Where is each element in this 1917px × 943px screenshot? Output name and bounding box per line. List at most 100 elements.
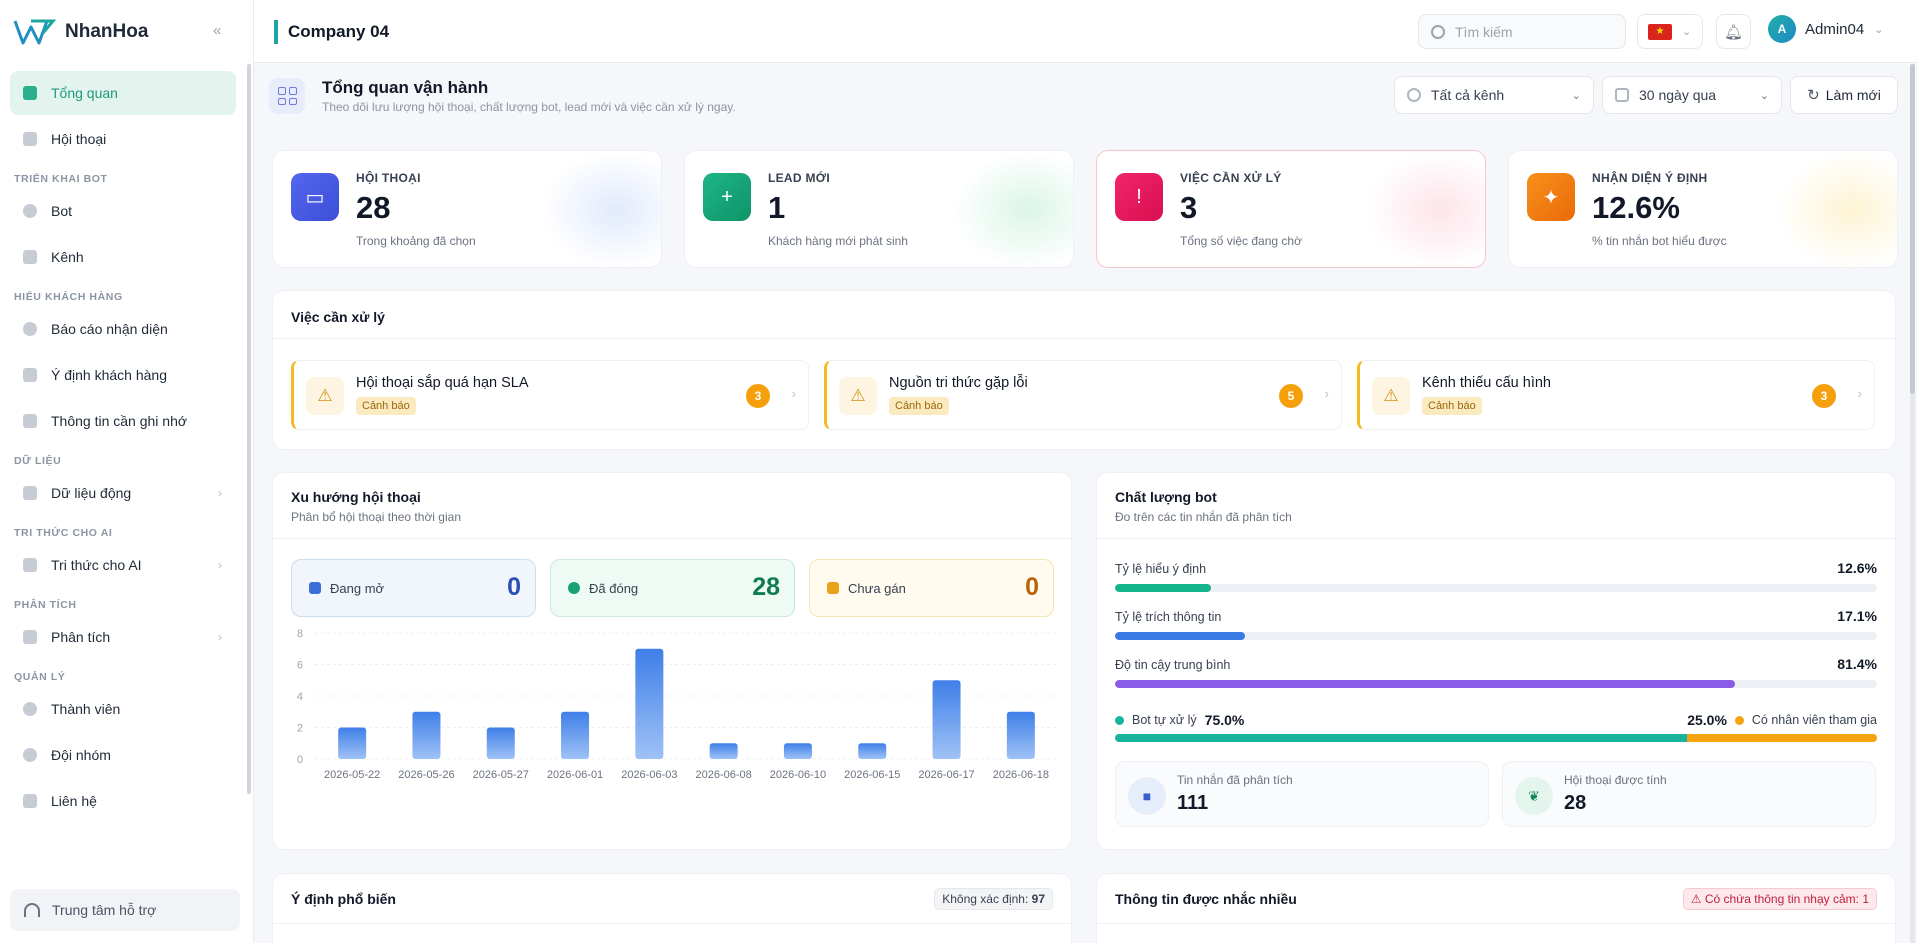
support-center-button[interactable]: Trung tâm hỗ trợ bbox=[10, 889, 240, 931]
sidebar-item-teams[interactable]: Đội nhóm bbox=[10, 733, 236, 777]
stat-closed[interactable]: Đã đóng 28 bbox=[550, 559, 795, 617]
vn-flag-icon: ★ bbox=[1648, 23, 1672, 40]
chart-bar[interactable] bbox=[783, 743, 812, 759]
user-name: Admin04 bbox=[1805, 20, 1865, 38]
x-tick-label: 2026-06-03 bbox=[621, 769, 677, 781]
sidebar-item-label: Ý định khách hàng bbox=[51, 367, 167, 383]
double-chevron-left-icon[interactable]: « bbox=[213, 22, 222, 39]
task-name: Hội thoại sắp quá hạn SLA bbox=[356, 375, 529, 391]
kpi-value: 12.6% bbox=[1592, 190, 1680, 225]
channel-filter-select[interactable]: Tất cả kênh ⌄ bbox=[1394, 76, 1594, 114]
metric-label: Tỷ lệ trích thông tin bbox=[1115, 610, 1222, 624]
sidebar-item-bot[interactable]: Bot bbox=[10, 189, 236, 233]
status-badge: Cảnh báo bbox=[1422, 397, 1482, 415]
sidebar-item-channel[interactable]: Kênh bbox=[10, 235, 236, 279]
progress-fill bbox=[1115, 584, 1211, 592]
sidebar-item-members[interactable]: Thành viên bbox=[10, 687, 236, 731]
bell-icon: 🔔︎ bbox=[1723, 23, 1744, 41]
sidebar-section-title: TRIỂN KHAI BOT bbox=[14, 173, 108, 185]
kpi-value: 3 bbox=[1180, 190, 1198, 225]
x-tick-label: 2026-06-01 bbox=[547, 769, 603, 781]
stat-value: 0 bbox=[1025, 573, 1039, 601]
sidebar: NhanHoa « Tổng quan Hội thoại TRIỂN KHAI… bbox=[0, 0, 254, 943]
conversation-trend-panel: Xu hướng hội thoại Phân bổ hội thoại the… bbox=[272, 472, 1072, 850]
y-tick-label: 6 bbox=[297, 660, 303, 672]
chevron-down-icon: ⌄ bbox=[1874, 23, 1884, 36]
progress-fill bbox=[1115, 632, 1246, 640]
chart-bar[interactable] bbox=[1006, 711, 1035, 759]
dashboard-icon bbox=[23, 86, 37, 100]
stat-open[interactable]: Đang mở 0 bbox=[291, 559, 536, 617]
page-header: Tổng quan vận hành Theo dõi lưu lượng hộ… bbox=[254, 64, 1917, 128]
message-square-icon: ■ bbox=[1128, 777, 1166, 815]
chart-bar[interactable] bbox=[932, 680, 961, 759]
warning-icon: ⚠ bbox=[306, 377, 344, 415]
counted-conversations-card: ❦ Hội thoại được tính 28 bbox=[1502, 761, 1876, 827]
notification-button[interactable]: 🔔︎ bbox=[1716, 14, 1751, 49]
chevron-right-icon: › bbox=[791, 386, 796, 401]
chevron-right-icon: › bbox=[218, 486, 222, 500]
chat-icon: ▭ bbox=[291, 173, 339, 221]
target-icon bbox=[23, 322, 37, 336]
search-placeholder: Tìm kiếm bbox=[1455, 23, 1513, 40]
chart-bar[interactable] bbox=[561, 711, 590, 759]
task-count: 3 bbox=[1812, 384, 1836, 408]
chevron-right-icon: › bbox=[218, 630, 222, 644]
stat-value: 0 bbox=[507, 573, 521, 601]
stat-unassigned[interactable]: Chưa gán 0 bbox=[809, 559, 1054, 617]
chart-bar[interactable] bbox=[338, 727, 367, 760]
y-tick-label: 8 bbox=[297, 628, 303, 640]
chip-value: 97 bbox=[1031, 892, 1045, 906]
sidebar-item-conversations[interactable]: Hội thoại bbox=[10, 117, 236, 161]
sidebar-item-analytics[interactable]: Phân tích › bbox=[10, 615, 236, 659]
search-input[interactable]: Tìm kiếm bbox=[1418, 14, 1626, 49]
company-name[interactable]: Company 04 bbox=[274, 20, 389, 44]
sidebar-item-label: Tri thức cho AI bbox=[51, 557, 142, 573]
sidebar-item-overview[interactable]: Tổng quan bbox=[10, 71, 236, 115]
bot-quality-panel: Chất lượng bot Đo trên các tin nhắn đã p… bbox=[1096, 472, 1896, 850]
legend-dot bbox=[1115, 715, 1124, 725]
sidebar-item-customer-intent[interactable]: Ý định khách hàng bbox=[10, 353, 236, 397]
page-scrollbar[interactable] bbox=[1910, 64, 1915, 943]
sidebar-item-dynamic-data[interactable]: Dữ liệu động › bbox=[10, 471, 236, 515]
chart-bar[interactable] bbox=[635, 648, 664, 759]
sidebar-item-recognition-report[interactable]: Báo cáo nhận diện bbox=[10, 307, 236, 351]
sidebar-item-memory-info[interactable]: Thông tin cần ghi nhớ bbox=[10, 399, 236, 443]
task-item[interactable]: ⚠ Nguồn tri thức gặp lỗi Cảnh báo 5 › bbox=[824, 360, 1342, 430]
sidebar-nav: Tổng quan Hội thoại TRIỂN KHAI BOT Bot K… bbox=[10, 71, 236, 825]
progress-fill bbox=[1115, 680, 1736, 688]
sidebar-item-label: Tổng quan bbox=[51, 85, 118, 101]
task-item[interactable]: ⚠ Hội thoại sắp quá hạn SLA Cảnh báo 3 › bbox=[291, 360, 809, 430]
chart-bar[interactable] bbox=[709, 743, 738, 759]
language-selector[interactable]: ★ ⌄ bbox=[1637, 14, 1703, 49]
legend-label: Bot tự xử lý bbox=[1132, 713, 1197, 727]
sidebar-scrollbar[interactable] bbox=[247, 64, 251, 794]
sidebar-item-label: Kênh bbox=[51, 249, 84, 265]
grid-icon bbox=[269, 78, 305, 114]
sidebar-section-title: PHÂN TÍCH bbox=[14, 599, 77, 611]
document-icon bbox=[309, 582, 321, 594]
sparkle-icon: ✦ bbox=[1527, 173, 1575, 221]
chart-bar[interactable] bbox=[486, 727, 515, 760]
mini-label: Hội thoại được tính bbox=[1564, 773, 1667, 787]
refresh-button[interactable]: ↻ Làm mới bbox=[1790, 76, 1898, 114]
panel-title: Xu hướng hội thoại bbox=[291, 489, 421, 505]
status-badge: Cảnh báo bbox=[889, 397, 949, 415]
chart-bar[interactable] bbox=[858, 743, 887, 759]
brand[interactable]: NhanHoa bbox=[0, 0, 253, 63]
task-item[interactable]: ⚠ Kênh thiếu cấu hình Cảnh báo 3 › bbox=[1357, 360, 1875, 430]
sidebar-section-title: DỮ LIỆU bbox=[14, 455, 62, 467]
user-menu[interactable]: A Admin04 ⌄ bbox=[1768, 15, 1883, 43]
sidebar-item-label: Báo cáo nhận diện bbox=[51, 321, 168, 337]
kpi-label: VIỆC CẦN XỬ LÝ bbox=[1180, 171, 1282, 185]
chart-bar[interactable] bbox=[412, 711, 441, 759]
y-tick-label: 2 bbox=[297, 723, 303, 735]
sidebar-item-ai-knowledge[interactable]: Tri thức cho AI › bbox=[10, 543, 236, 587]
date-range-select[interactable]: 30 ngày qua ⌄ bbox=[1602, 76, 1782, 114]
sidebar-item-contacts[interactable]: Liên hệ bbox=[10, 779, 236, 823]
mini-value: 111 bbox=[1177, 792, 1209, 814]
panel-title: Thông tin được nhắc nhiều bbox=[1115, 891, 1297, 907]
stat-label: Đã đóng bbox=[589, 580, 639, 596]
stat-value: 28 bbox=[752, 573, 780, 601]
handling-split: Bot tự xử lý 75.0% 25.0% Có nhân viên th… bbox=[1115, 712, 1877, 752]
